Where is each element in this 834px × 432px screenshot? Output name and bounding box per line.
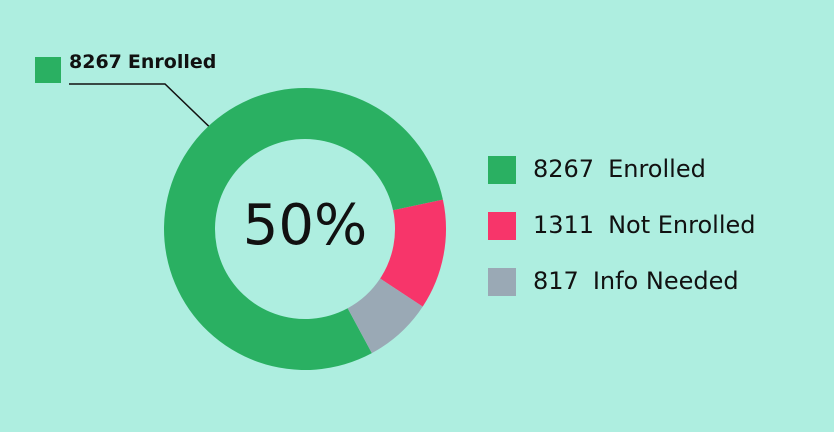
callout-name: Enrolled [128,51,216,73]
callout-swatch [35,57,61,83]
donut-slice [164,87,443,370]
callout-line [69,83,223,140]
legend-label: 817 Info Needed [533,267,739,295]
legend-label: 8267 Enrolled [533,155,706,183]
legend-name: Enrolled [608,155,706,183]
legend-value: 1311 [533,211,594,239]
legend-value: 817 [533,267,579,295]
legend-value: 8267 [533,155,594,183]
donut-slice [380,199,447,307]
callout-label: 8267 Enrolled [69,51,216,73]
legend-swatch [488,268,516,296]
legend-swatch [488,212,516,240]
center-label: 50% [243,193,367,258]
legend-name: Info Needed [593,267,739,295]
legend-swatch [488,156,516,184]
callout-value: 8267 [69,51,122,73]
donut-slice [347,278,423,354]
legend-label: 1311 Not Enrolled [533,211,756,239]
legend-name: Not Enrolled [608,211,755,239]
